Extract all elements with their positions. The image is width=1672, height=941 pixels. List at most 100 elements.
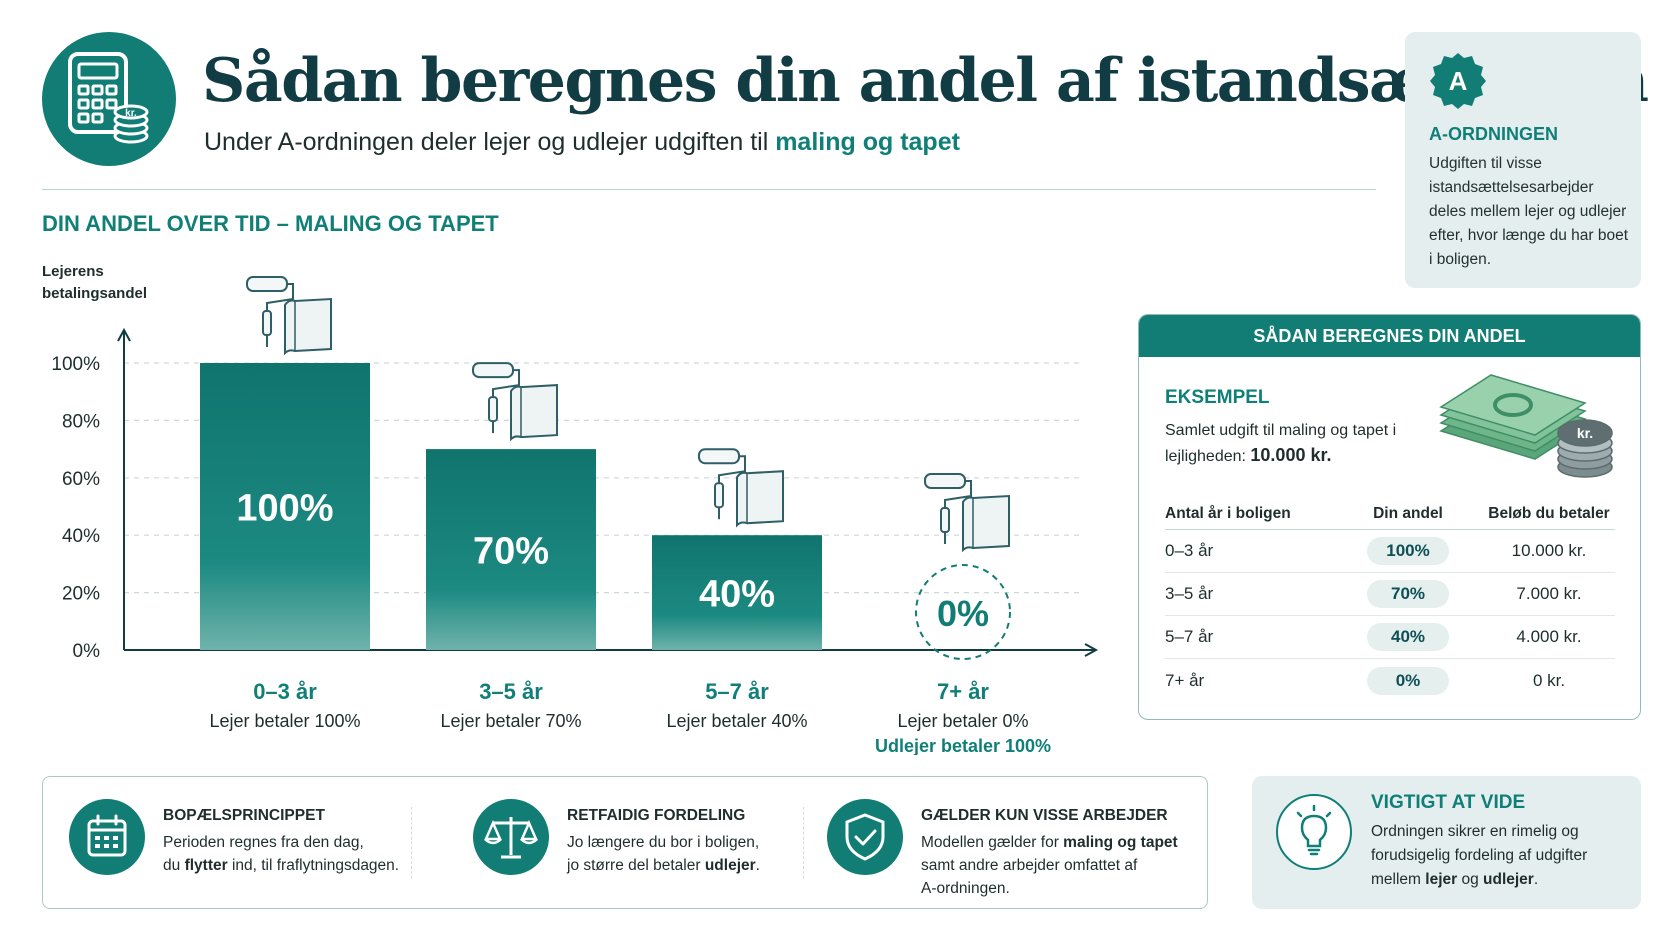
subtitle-highlight: maling og tapet bbox=[775, 128, 960, 156]
feature-title: BOPÆLSPRINCIPPET bbox=[163, 807, 325, 824]
bar-value-label: 70% bbox=[473, 531, 549, 573]
calendar-icon bbox=[69, 799, 145, 875]
paint-roller-wallpaper-icon bbox=[472, 362, 558, 442]
calculator-coins-icon: kr. bbox=[42, 32, 176, 166]
example-amount: 10.000 kr. bbox=[1250, 445, 1332, 465]
x-category-label: 5–7 år bbox=[705, 679, 769, 704]
bar-value-label: 40% bbox=[699, 574, 775, 616]
col-share: Din andel bbox=[1373, 504, 1443, 522]
paint-roller-wallpaper-icon bbox=[246, 276, 332, 356]
row-amount: 0 kr. bbox=[1532, 670, 1566, 690]
x-category-label: 7+ år bbox=[937, 679, 989, 704]
feature-line: samt andre arbejder omfattet af bbox=[921, 857, 1138, 874]
a-badge-icon: A bbox=[1429, 52, 1487, 110]
x-category-label: 0–3 år bbox=[253, 679, 317, 704]
subtitle-prefix: Under A-ordningen deler lejer og udlejer… bbox=[204, 128, 776, 156]
paint-roller-wallpaper-icon bbox=[924, 473, 1010, 553]
vigtigt-line: . bbox=[1533, 871, 1539, 888]
money-stack-icon: kr. bbox=[1439, 374, 1613, 478]
row-share-pill: 100% bbox=[1367, 537, 1449, 565]
y-axis-label: betalingsandel bbox=[42, 285, 147, 302]
y-tick-label: 80% bbox=[62, 411, 100, 432]
example-text: Samlet udgift til maling og tapet i lejl… bbox=[1165, 418, 1415, 469]
calc-card: SÅDAN BEREGNES DIN ANDEL EKSEMPEL Samlet… bbox=[1138, 314, 1641, 720]
x-sublabel: Lejer betaler 40% bbox=[666, 711, 807, 731]
table-header: Antal år i boligen Din andel Beløb du be… bbox=[1165, 498, 1615, 530]
row-amount: 10.000 kr. bbox=[1511, 541, 1587, 560]
y-tick-label: 100% bbox=[51, 354, 100, 375]
feature-text: Perioden regnes fra den dag, du flytter … bbox=[163, 831, 399, 877]
row-years: 5–7 år bbox=[1165, 627, 1214, 646]
row-share-pill: 70% bbox=[1367, 580, 1449, 608]
row-years: 0–3 år bbox=[1165, 541, 1214, 560]
paint-roller-wallpaper-icon bbox=[698, 448, 784, 528]
feature-bold: flytter bbox=[184, 857, 228, 874]
feature-bold: maling og tapet bbox=[1063, 834, 1178, 851]
vigtigt-bold: udlejer bbox=[1483, 871, 1534, 888]
bar bbox=[426, 449, 596, 650]
feature-line: jo større del betaler bbox=[567, 857, 705, 874]
row-amount: 7.000 kr. bbox=[1516, 584, 1582, 603]
x-sublabel: Lejer betaler 70% bbox=[440, 711, 581, 731]
col-years: Antal år i boligen bbox=[1165, 504, 1291, 522]
bar bbox=[200, 363, 370, 650]
table-row: 7+ år 0% 0 kr. bbox=[1165, 659, 1615, 702]
x-category-label: 3–5 år bbox=[479, 679, 543, 704]
vigtigt-text: Ordningen sikrer en rimelig og forudsige… bbox=[1371, 820, 1631, 892]
row-years: 3–5 år bbox=[1165, 584, 1214, 603]
row-share-pill: 40% bbox=[1367, 623, 1449, 651]
vigtigt-bold: lejer bbox=[1425, 871, 1458, 888]
lightbulb-icon bbox=[1276, 794, 1352, 870]
scales-icon bbox=[473, 799, 549, 875]
vigtigt-line: og bbox=[1457, 871, 1484, 888]
row-share-pill: 0% bbox=[1367, 666, 1449, 695]
x-sublabel: Lejer betaler 0% bbox=[897, 711, 1028, 731]
feature-divider bbox=[803, 807, 804, 879]
bar-value-label: 0% bbox=[937, 593, 989, 634]
chart-heading: DIN ANDEL OVER TID – MALING OG TAPET bbox=[42, 211, 499, 236]
x-axis-arrow bbox=[1084, 643, 1099, 657]
shield-check-icon bbox=[827, 799, 903, 875]
feature-line: Modellen gælder for bbox=[921, 834, 1064, 851]
vigtigt-title: VIGTIGT AT VIDE bbox=[1371, 792, 1526, 813]
a-badge-letter: A bbox=[1449, 66, 1468, 96]
y-axis-arrow bbox=[117, 327, 131, 342]
bar-value-label: 100% bbox=[236, 488, 333, 530]
feature-line: ind, til fraflytningsdagen. bbox=[227, 857, 400, 874]
calc-card-header: SÅDAN BEREGNES DIN ANDEL bbox=[1139, 315, 1640, 357]
example-title: EKSEMPEL bbox=[1165, 387, 1270, 408]
x-extra-label: Udlejer betaler 100% bbox=[875, 736, 1051, 755]
feature-line: A-ordningen. bbox=[921, 880, 1010, 897]
money-coin-label: kr. bbox=[1577, 425, 1593, 441]
feature-title: RETFAIDIG FORDELING bbox=[567, 807, 746, 824]
row-years: 7+ år bbox=[1165, 670, 1205, 690]
y-axis-label: Lejerens bbox=[42, 263, 104, 280]
x-sublabel: Lejer betaler 100% bbox=[209, 711, 360, 731]
col-amount: Beløb du betaler bbox=[1488, 504, 1610, 522]
coin-label: kr. bbox=[125, 108, 137, 119]
y-tick-label: 0% bbox=[73, 641, 101, 662]
vigtigt-line: mellem bbox=[1371, 871, 1426, 888]
a-card-title: A-ORDNINGEN bbox=[1429, 124, 1558, 144]
example-desc: Samlet udgift til maling og tapet i lejl… bbox=[1165, 422, 1397, 465]
feature-line: Perioden regnes fra den dag, bbox=[163, 834, 364, 851]
a-ordningen-card: A A-ORDNINGEN Udgiften til visse istands… bbox=[1405, 32, 1641, 288]
features-bar: BOPÆLSPRINCIPPET Perioden regnes fra den… bbox=[42, 776, 1208, 909]
a-card-text: Udgiften til visse istandsættelsesarbejd… bbox=[1429, 155, 1629, 268]
feature-divider bbox=[411, 807, 412, 879]
vigtigt-card: VIGTIGT AT VIDE Ordningen sikrer en rime… bbox=[1252, 776, 1641, 909]
feature-title: GÆLDER KUN VISSE ARBEJDER bbox=[921, 807, 1168, 824]
y-tick-label: 20% bbox=[62, 584, 100, 605]
bar bbox=[652, 535, 822, 650]
feature-line: . bbox=[755, 857, 760, 874]
feature-bold: udlejer bbox=[704, 857, 756, 874]
table-row: 0–3 år 100% 10.000 kr. bbox=[1165, 530, 1615, 573]
feature-text: Jo længere du bor i boligen, jo større d… bbox=[567, 831, 760, 877]
vigtigt-line: forudsigelig fordeling af udgifter bbox=[1371, 847, 1588, 864]
bar-chart: Lejerens betalingsandel 0% 20% 40% 60% 80% 100%… bbox=[42, 263, 1099, 755]
feature-line: Jo længere du bor i boligen, bbox=[567, 834, 760, 851]
y-tick-label: 60% bbox=[62, 469, 100, 490]
table-row: 5–7 år 40% 4.000 kr. bbox=[1165, 616, 1615, 659]
zero-value-circle bbox=[915, 564, 1011, 660]
calc-table: Antal år i boligen Din andel Beløb du be… bbox=[1165, 498, 1615, 702]
